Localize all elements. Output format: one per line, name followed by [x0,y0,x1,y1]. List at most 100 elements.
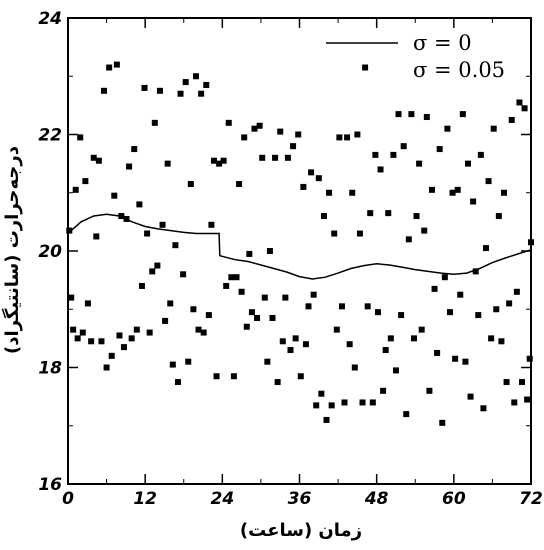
scatter-point [470,198,477,205]
scatter-point [111,192,118,199]
y-tick-labels: 16 18 20 22 24 [38,9,62,495]
scatter-point [323,416,330,423]
scatter-point [279,338,286,345]
scatter-point [251,125,258,132]
scatter-point [426,387,433,394]
scatter-point [272,154,279,161]
scatter-point [70,326,77,333]
scatter-point [93,233,100,240]
scatter-point [254,314,261,321]
scatter-point [333,326,340,333]
scatter-point [233,274,240,281]
scatter-point [518,379,525,386]
scatter-point [164,160,171,167]
scatter-point [169,361,176,368]
scatter-point [336,134,343,141]
legend-label-sigma-005: σ = 0.05 [413,58,505,82]
scatter-point [77,134,84,141]
scatter-point [185,358,192,365]
scatter-point [136,201,143,208]
scatter-point [290,143,297,150]
scatter-point [146,329,153,336]
scatter-point [341,399,348,406]
x-axis-title: زمان (ساعت) [240,520,362,541]
scatter-point [359,399,366,406]
scatter-point [259,154,266,161]
scatter-point [354,131,361,138]
x-tick-label: 0 [62,489,74,509]
scatter-point [462,358,469,365]
scatter-point [138,282,145,289]
scatter-point [439,419,446,426]
scatter-point [434,349,441,356]
scatter-point [192,73,199,80]
scatter-point [320,213,327,220]
scatter-point [182,79,189,86]
scatter-point [441,274,448,281]
scatter-point [444,125,451,132]
scatter-point [203,81,210,88]
scatter-point [195,326,202,333]
scatter-point [116,332,123,339]
x-tick-label: 72 [519,489,543,509]
scatter-point [187,181,194,188]
scatter-point [236,181,243,188]
scatter-point [106,64,113,71]
scatter-point [241,134,248,141]
scatter-point [500,189,507,196]
scatter-point [380,387,387,394]
scatter-point [482,245,489,252]
scatter-point [108,352,115,359]
scatter-point [269,314,276,321]
scatter-point [503,379,510,386]
scatter-point [131,146,138,153]
scatter-point [90,154,97,161]
scatter-point [295,131,302,138]
scatter-point [477,151,484,158]
scatter-point [98,338,105,345]
scatter-point [446,309,453,316]
scatter-point [403,411,410,418]
scatter-point [210,157,217,164]
scatter-point [308,169,315,176]
scatter-point [297,373,304,380]
y-tick-label: 18 [38,359,62,379]
scatter-point [400,143,407,150]
scatter-point [390,151,397,158]
scatter-point [162,317,169,324]
scatter-point [300,183,307,190]
scatter-point [151,119,158,126]
scatter-point [511,399,518,406]
scatter-point [493,306,500,313]
y-axis-title: درجه‌حرارت (سانتیگراد) [1,146,23,354]
scatter-point [292,335,299,342]
scatter-point [216,160,223,167]
scatter-point [302,341,309,348]
x-tick-labels: 0 12 24 36 48 60 72 [62,489,543,509]
scatter-point [356,230,363,237]
scatter-point [526,355,533,362]
scatter-point [457,291,464,298]
scatter-point [149,268,156,275]
scatter-point [449,189,456,196]
scatter-point [467,393,474,400]
scatter-point [248,309,255,316]
scatter-point [274,379,281,386]
scatter-point [452,355,459,362]
scatter-point [172,242,179,249]
scatter-point [126,163,133,170]
scatter-point [516,99,523,106]
scatter-point [488,335,495,342]
scatter-point [205,312,212,319]
scatter-point [133,326,140,333]
scatter-point [238,288,245,295]
scatter-point [79,329,86,336]
scatter-point [454,186,461,193]
scatter-point [82,178,89,185]
scatter-point [284,154,291,161]
scatter-point [305,303,312,310]
x-tick-label: 12 [133,489,157,509]
scatter-point [213,373,220,380]
scatter-point [154,262,161,269]
scatter-point [328,402,335,409]
